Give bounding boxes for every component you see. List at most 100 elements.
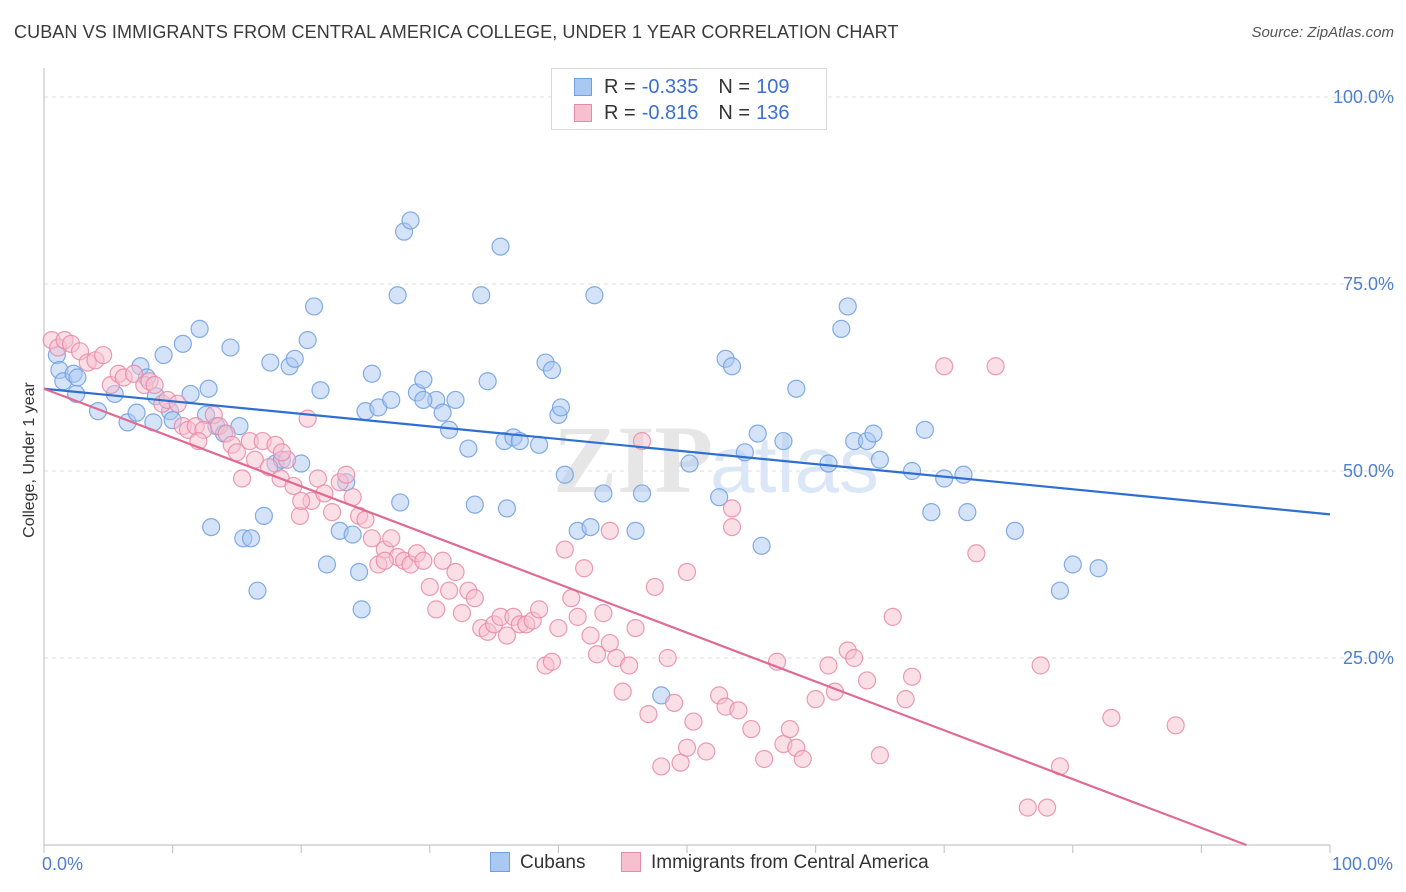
- cubans-point: [838, 297, 857, 316]
- immigrants-point: [298, 409, 317, 428]
- cubans-point: [935, 469, 954, 488]
- immigrants-point: [645, 577, 664, 597]
- immigrants-point: [145, 375, 164, 395]
- immigrants-point: [639, 704, 658, 724]
- stats-row-immigrants: R = -0.816 N = 136: [574, 102, 789, 126]
- immigrants-point: [658, 648, 677, 668]
- cubans-point: [752, 536, 771, 555]
- cubans-point: [317, 555, 337, 574]
- immigrants-point: [671, 753, 690, 772]
- cubans-point: [261, 353, 280, 372]
- legend-item-cubans[interactable]: Cubans: [490, 852, 586, 874]
- cubans-point: [954, 465, 973, 484]
- cubans-point: [902, 461, 922, 481]
- immigrants-point: [729, 701, 748, 720]
- legend-item-immigrants[interactable]: Immigrants from Central America: [621, 852, 929, 874]
- cubans-point: [298, 331, 317, 350]
- immigrants-point: [124, 364, 144, 383]
- immigrants-point: [620, 656, 639, 675]
- legend-label-immigrants: Immigrants from Central America: [651, 852, 929, 873]
- cubans-point: [832, 319, 851, 338]
- immigrants-point: [806, 690, 825, 709]
- immigrants-point: [420, 577, 439, 597]
- immigrants-trend-line: [43, 387, 1247, 847]
- y-tick-label: 100.0%: [1333, 87, 1394, 107]
- cubans-point: [819, 454, 838, 473]
- cubans-point: [1089, 559, 1108, 578]
- immigrants-point: [722, 499, 742, 518]
- immigrants-point: [308, 469, 328, 488]
- cubans-point: [530, 435, 549, 454]
- cubans-point: [774, 431, 793, 451]
- cubans-point: [68, 368, 87, 387]
- cubans-point: [173, 334, 192, 353]
- cubans-point: [127, 403, 146, 422]
- r-label: R =: [604, 102, 636, 124]
- immigrants-point: [594, 604, 613, 623]
- immigrants-point: [427, 600, 446, 619]
- x-tick-label-left: 0.0%: [42, 854, 83, 874]
- cubans-point: [304, 297, 324, 316]
- n-label: N =: [718, 76, 751, 98]
- immigrants-point: [1018, 798, 1037, 817]
- x-tick-label-right: 100.0%: [1332, 854, 1393, 874]
- cubans-point: [343, 525, 362, 544]
- cubans-point: [248, 581, 267, 600]
- cubans-point: [414, 390, 433, 410]
- n-label: N =: [718, 102, 751, 124]
- immigrants-point: [896, 690, 915, 709]
- cubans-point: [581, 517, 600, 537]
- immigrants-point: [665, 693, 684, 712]
- immigrants-point: [337, 465, 356, 484]
- cubans-point: [922, 503, 941, 522]
- immigrants-point: [935, 357, 954, 376]
- immigrants-point: [613, 682, 632, 701]
- y-tick-label: 50.0%: [1343, 461, 1394, 481]
- cubans-point: [362, 364, 382, 383]
- immigrants-point: [232, 469, 252, 488]
- cubans-point: [199, 379, 218, 398]
- cubans-point: [311, 381, 330, 400]
- cubans-legend-swatch: [490, 852, 510, 872]
- immigrants-point: [362, 529, 382, 548]
- immigrants-point: [446, 562, 465, 582]
- immigrants-point: [902, 667, 922, 686]
- cubans-point: [555, 465, 574, 484]
- cubans-point: [154, 345, 173, 365]
- immigrants-point: [780, 719, 799, 739]
- immigrants-point: [1102, 708, 1121, 727]
- immigrants-point: [568, 607, 587, 626]
- immigrants-point: [857, 671, 877, 690]
- n-value-immigrants: 136: [756, 102, 790, 124]
- cubans-point: [632, 484, 652, 503]
- cubans-point: [221, 338, 240, 357]
- r-label: R =: [604, 76, 636, 98]
- immigrants-point: [530, 600, 549, 619]
- immigrants-point: [1166, 716, 1185, 735]
- cubans-point: [680, 454, 699, 473]
- immigrants-point: [652, 757, 671, 776]
- immigrants-point: [626, 618, 645, 638]
- cubans-point: [465, 495, 484, 514]
- immigrants-point: [742, 719, 761, 739]
- cubans-point: [748, 424, 767, 443]
- immigrants-point: [575, 559, 594, 578]
- immigrants-point: [549, 618, 568, 638]
- cubans-point: [202, 517, 221, 537]
- cubans-point: [414, 370, 433, 389]
- cubans-point: [388, 286, 407, 305]
- stats-box: R = -0.335 N = 109 R = -0.816 N = 136: [551, 68, 827, 130]
- cubans-point: [626, 521, 645, 540]
- r-value-immigrants: -0.816: [641, 102, 699, 124]
- immigrants-point: [967, 544, 986, 563]
- cubans-swatch: [574, 78, 592, 96]
- cubans-point: [478, 372, 497, 391]
- cubans-point: [1063, 555, 1082, 574]
- cubans-point: [594, 484, 613, 503]
- immigrants-point: [439, 581, 459, 600]
- immigrants-point: [697, 742, 716, 761]
- cubans-point: [401, 211, 420, 230]
- immigrants-point: [452, 604, 472, 623]
- y-tick-label: 75.0%: [1343, 274, 1394, 294]
- cubans-point: [382, 390, 401, 410]
